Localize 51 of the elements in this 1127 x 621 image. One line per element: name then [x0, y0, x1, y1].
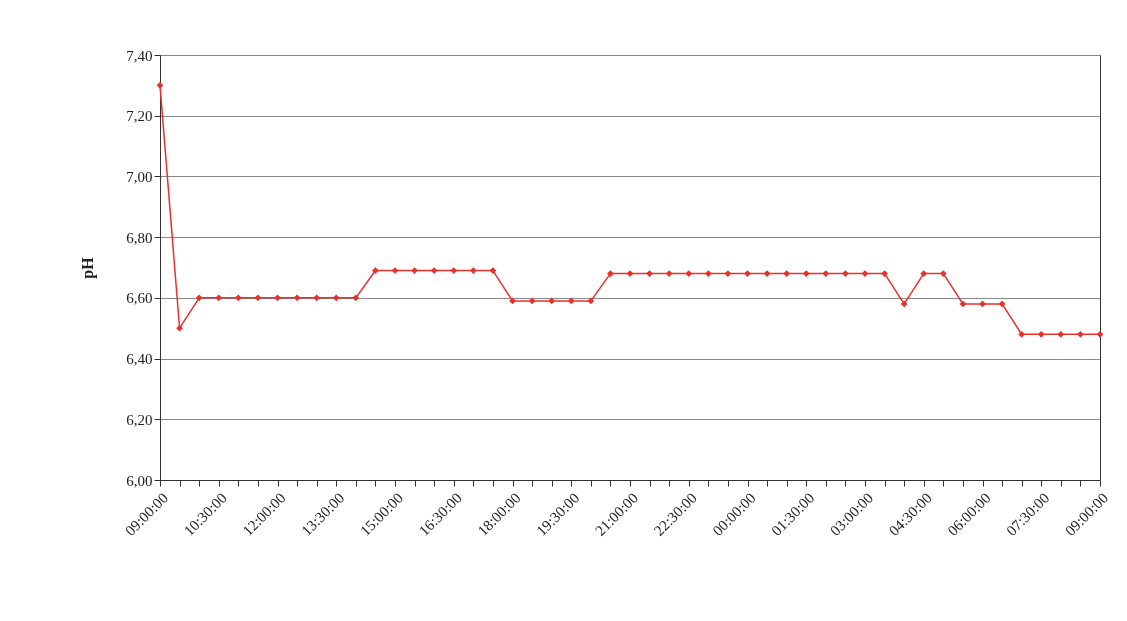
point — [176, 324, 183, 332]
y-tick-label: 7,40 — [126, 47, 153, 64]
point — [548, 297, 556, 305]
point — [939, 270, 947, 277]
point — [1057, 330, 1065, 338]
point — [528, 297, 536, 305]
point — [1096, 330, 1104, 338]
point — [372, 267, 379, 274]
point — [293, 294, 301, 302]
point — [607, 270, 614, 277]
y-tick-label: 6,80 — [126, 229, 153, 246]
point — [685, 270, 693, 277]
point — [920, 270, 928, 277]
y-axis-title: pH — [79, 256, 98, 279]
point — [215, 294, 223, 302]
point — [842, 270, 849, 277]
point — [881, 270, 888, 277]
point — [234, 294, 242, 302]
point — [724, 270, 732, 277]
point — [469, 267, 477, 274]
point — [254, 294, 262, 302]
point — [411, 267, 418, 274]
point — [783, 270, 791, 277]
point — [1077, 330, 1084, 338]
point — [156, 82, 164, 89]
y-tick-label: 6,60 — [126, 290, 153, 307]
y-tick-label: 6,40 — [126, 351, 153, 368]
point — [567, 297, 575, 305]
point — [665, 270, 673, 277]
point — [822, 270, 830, 277]
y-tick-label: 6,20 — [126, 411, 153, 428]
point — [430, 267, 438, 274]
point — [802, 270, 810, 277]
point — [704, 270, 712, 277]
point — [1037, 330, 1045, 338]
point — [274, 294, 281, 302]
point — [587, 297, 595, 305]
point — [450, 267, 458, 274]
point — [900, 300, 908, 308]
point — [744, 270, 751, 277]
point — [646, 270, 653, 277]
point — [1018, 330, 1026, 338]
point — [352, 294, 360, 302]
point — [313, 294, 321, 302]
y-tick-label: 7,20 — [126, 108, 153, 125]
point — [998, 300, 1006, 308]
y-tick-label: 6,00 — [126, 472, 153, 489]
y-tick-label: 7,00 — [126, 168, 153, 185]
point — [332, 294, 340, 302]
point — [195, 294, 203, 302]
point — [959, 300, 967, 308]
